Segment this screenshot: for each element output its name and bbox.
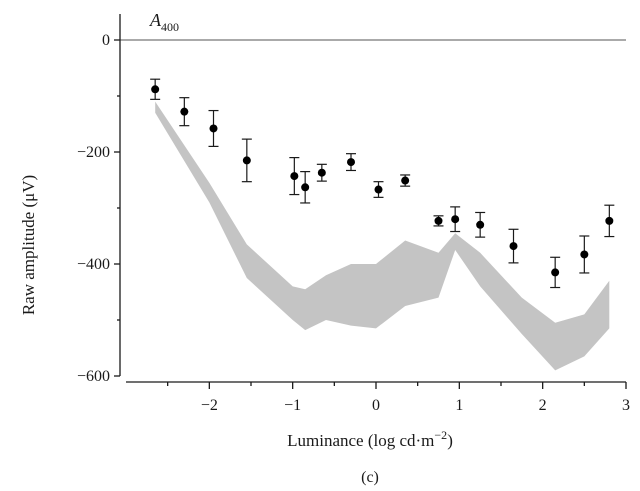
point-marker: [151, 85, 160, 94]
y-tick-label: −200: [77, 144, 110, 161]
x-tick-label: 2: [539, 397, 547, 414]
annotation-label: A400: [149, 10, 179, 34]
point-marker: [451, 215, 460, 224]
data-point: [300, 171, 311, 204]
data-point: [346, 153, 356, 172]
point-marker: [401, 176, 410, 185]
axes: 0 −200 −400 −600 −2 −1 0 1 2 3: [77, 14, 630, 414]
y-tick-label: −600: [77, 368, 110, 385]
point-marker: [290, 172, 299, 181]
point-marker: [301, 183, 310, 192]
data-point: [150, 78, 161, 100]
data-point: [400, 174, 411, 187]
data-point: [179, 97, 190, 127]
point-marker: [242, 156, 251, 165]
data-point: [604, 204, 615, 238]
x-tick-label: −1: [284, 397, 301, 414]
point-marker: [509, 242, 518, 251]
x-tick-label: 0: [372, 397, 380, 414]
point-marker: [551, 268, 560, 277]
point-marker: [180, 107, 189, 116]
point-marker: [374, 185, 383, 194]
band-area: [155, 101, 610, 371]
point-marker: [605, 216, 614, 225]
y-axis-label: Raw amplitude (μV): [19, 175, 38, 315]
data-points: [150, 78, 615, 289]
data-point: [316, 163, 327, 182]
data-point: [508, 228, 519, 264]
point-marker: [580, 250, 589, 259]
confidence-band: [155, 101, 610, 371]
data-point: [289, 157, 300, 196]
x-tick-label: −2: [201, 397, 218, 414]
panel-label: (c): [361, 469, 379, 486]
point-marker: [317, 168, 326, 177]
data-point: [373, 181, 384, 198]
x-tick-label: 3: [622, 397, 630, 414]
y-tick-label: 0: [102, 32, 110, 49]
x-tick-label: 1: [455, 397, 463, 414]
data-point: [241, 138, 252, 183]
data-point: [579, 235, 590, 274]
y-tick-label: −400: [77, 256, 110, 273]
point-marker: [434, 216, 443, 225]
data-point: [550, 256, 561, 289]
point-marker: [476, 220, 485, 229]
point-marker: [347, 158, 355, 167]
data-point: [208, 109, 219, 147]
x-axis-label: Luminance (log cd·m−2): [287, 428, 453, 450]
data-point: [450, 206, 461, 233]
data-point: [433, 215, 444, 227]
data-point: [475, 211, 486, 238]
point-marker: [209, 124, 218, 133]
